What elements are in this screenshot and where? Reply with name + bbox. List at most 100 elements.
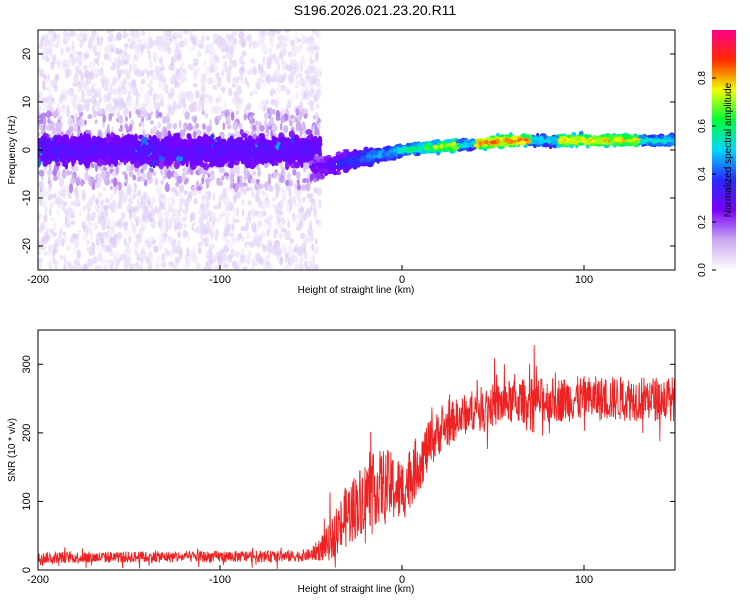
heatmap-cell <box>243 167 248 177</box>
heatmap-cell <box>193 149 200 155</box>
heatmap-cell <box>139 86 145 93</box>
heatmap-cell <box>265 74 272 84</box>
heatmap-cell <box>192 44 196 52</box>
heatmap-cell <box>200 232 204 238</box>
heatmap-cell <box>88 226 93 235</box>
heatmap-cell <box>155 261 159 270</box>
heatmap-cell <box>88 220 92 227</box>
heatmap-cell <box>141 121 145 128</box>
heatmap-cell <box>104 197 110 204</box>
heatmap-cell <box>50 35 57 43</box>
heatmap-cell <box>255 196 260 201</box>
heatmap-cell <box>38 157 41 168</box>
heatmap-cell <box>201 31 206 37</box>
heatmap-cell <box>71 150 77 160</box>
heatmap-cell <box>233 90 239 98</box>
heatmap-cell <box>136 95 139 106</box>
heatmap-cell <box>182 198 189 203</box>
heatmap-cell <box>280 257 283 263</box>
heatmap-cell <box>159 45 165 53</box>
heatmap-cell <box>126 85 129 92</box>
heatmap-cell <box>107 123 110 134</box>
heatmap-cell <box>56 196 62 205</box>
heatmap-cell <box>91 82 97 87</box>
heatmap-cell <box>179 94 183 100</box>
heatmap-cell <box>72 81 78 87</box>
heatmap-cell <box>64 160 69 170</box>
heatmap-cell <box>61 168 67 179</box>
heatmap-cell <box>315 112 319 122</box>
heatmap-cell <box>148 136 155 143</box>
heatmap-cell <box>71 143 78 151</box>
heatmap-cell <box>199 94 204 100</box>
heatmap-cell <box>152 171 157 177</box>
heatmap-cell <box>180 192 184 203</box>
heatmap-cell <box>94 91 101 99</box>
heatmap-cell <box>192 70 199 76</box>
heatmap-cell <box>77 229 81 237</box>
heatmap-cell <box>114 57 118 65</box>
heatmap-cell <box>222 122 225 131</box>
heatmap-cell <box>183 190 188 196</box>
heatmap-cell <box>234 165 241 175</box>
heatmap-cell <box>294 161 300 169</box>
heatmap-cell <box>44 206 48 215</box>
heatmap-cell <box>131 79 137 89</box>
heatmap-cell <box>295 91 299 101</box>
heatmap-cell <box>163 144 167 152</box>
heatmap-cell <box>42 103 48 112</box>
heatmap-cell <box>129 123 133 133</box>
heatmap-cell <box>184 111 190 120</box>
heatmap-cell <box>252 124 257 132</box>
heatmap-cell <box>214 153 221 160</box>
heatmap-cell <box>93 222 99 230</box>
heatmap-cell <box>75 193 80 202</box>
heatmap-cell <box>299 254 306 262</box>
heatmap-cell <box>61 202 66 212</box>
heatmap-cell <box>254 182 260 191</box>
heatmap-cell <box>193 58 199 65</box>
heatmap-cell <box>66 108 70 118</box>
heatmap-cell <box>299 130 303 138</box>
heatmap-cell <box>97 129 102 137</box>
heatmap-cell <box>173 224 177 232</box>
heatmap-cell <box>235 138 243 147</box>
heatmap-cell <box>247 102 251 112</box>
heatmap-cell <box>233 218 240 223</box>
heatmap-cell <box>171 264 177 269</box>
heatmap-cell <box>82 57 87 62</box>
heatmap-cell <box>231 146 237 156</box>
heatmap-cell <box>298 246 304 257</box>
heatmap-cell <box>51 96 55 102</box>
heatmap-cell <box>272 123 278 133</box>
heatmap-cell <box>57 235 63 244</box>
heatmap-cell <box>163 209 170 220</box>
heatmap-cell <box>205 236 210 246</box>
heatmap-cell <box>226 239 229 245</box>
heatmap-cell <box>273 170 278 180</box>
heatmap-cell <box>49 125 53 131</box>
heatmap-cell <box>248 43 252 50</box>
heatmap-cell <box>255 136 260 146</box>
heatmap-cell <box>301 88 304 98</box>
heatmap-cell <box>156 256 163 263</box>
heatmap-cell <box>96 158 103 167</box>
heatmap-cell <box>161 253 166 261</box>
heatmap-cell <box>146 170 152 180</box>
heatmap-cell <box>103 204 109 211</box>
heatmap-cell <box>212 84 218 91</box>
heatmap-cell <box>140 51 144 56</box>
heatmap-cell <box>295 74 298 80</box>
heatmap-cell <box>114 264 118 270</box>
heatmap-cell <box>239 175 243 184</box>
heatmap-cell <box>167 161 172 166</box>
heatmap-cell <box>168 235 172 245</box>
heatmap-cell <box>267 214 274 221</box>
heatmap-cell <box>300 97 304 104</box>
heatmap-cell <box>196 50 202 58</box>
heatmap-cell <box>276 96 281 101</box>
heatmap-cell <box>257 40 261 47</box>
heatmap-cell <box>128 171 134 178</box>
heatmap-cell <box>55 161 61 167</box>
heatmap-cell <box>42 73 47 80</box>
